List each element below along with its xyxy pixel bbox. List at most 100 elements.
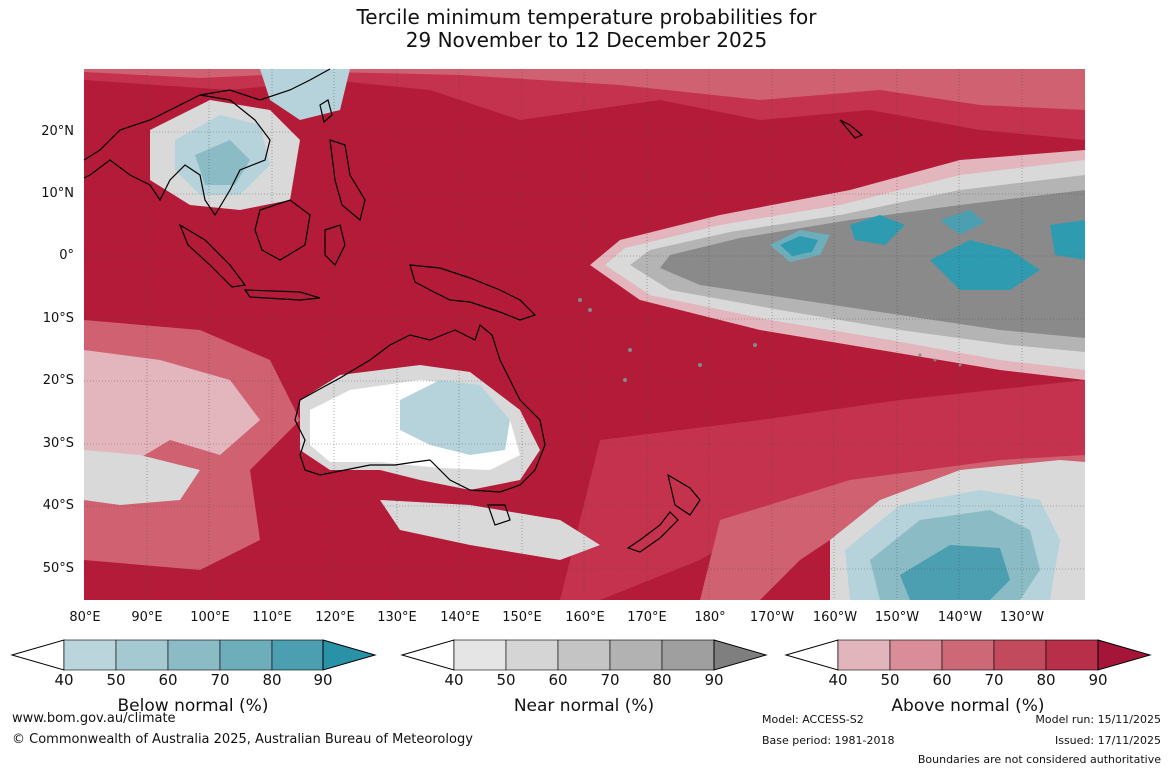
colorbar-near-tick-50: 50	[496, 671, 516, 689]
new-zealand-north-coastline	[667, 473, 701, 516]
lon-label-140e: 140°E	[440, 610, 480, 625]
colorbar-above-tick-50: 50	[880, 671, 900, 689]
lon-label-180: 180°	[694, 610, 726, 625]
boundaries-disclaimer: Boundaries are not considered authoritat…	[917, 753, 1161, 766]
lon-label-150e: 150°E	[502, 610, 542, 625]
near-normal-dark-band	[660, 190, 1085, 338]
colorbar-near-tick-60: 60	[548, 671, 568, 689]
colorbar-below-tick-70: 70	[210, 671, 230, 689]
lon-label-160e: 160°E	[565, 610, 605, 625]
taiwan-coastline	[319, 99, 333, 124]
borneo-coastline	[254, 199, 311, 261]
colorbar-above-tick-70: 70	[984, 671, 1004, 689]
colorbar-above	[784, 639, 1152, 671]
philippines-coastline	[329, 139, 366, 222]
lat-label-50s: 50°S	[42, 561, 74, 576]
near-normal-west-1	[84, 450, 200, 505]
graticule	[84, 69, 1085, 600]
lon-label-100e: 100°E	[190, 610, 230, 625]
colorbar-below-tick-60: 60	[158, 671, 178, 689]
colorbar-below-50-60	[115, 639, 169, 671]
colorbar-above-caption: Above normal (%)	[891, 696, 1045, 716]
lon-label-110e: 110°E	[252, 610, 292, 625]
below-normal-china-coast	[260, 69, 350, 120]
below-normal-australia	[400, 380, 510, 455]
probability-map	[84, 69, 1085, 600]
lat-label-20n: 20°N	[41, 124, 74, 139]
colorbar-below	[10, 639, 377, 671]
seasia-coastline	[83, 94, 271, 217]
below-normal-patch-4	[1050, 220, 1085, 260]
website-link[interactable]: www.bom.gov.au/climate	[12, 711, 176, 726]
lon-label-120e: 120°E	[315, 610, 355, 625]
lat-label-0: 0°	[59, 248, 74, 263]
lon-label-170w: 170°W	[749, 610, 795, 625]
colorbar-near	[400, 639, 768, 671]
chart-title-line-1: Tercile minimum temperature probabilitie…	[356, 5, 817, 29]
colorbar-above-tick-60: 60	[932, 671, 952, 689]
colorbar-near-70-80	[609, 639, 663, 671]
below-normal-patch-5	[940, 210, 985, 235]
model-run-date: Model run: 15/11/2025	[1035, 713, 1161, 726]
colorbar-near-caption: Near normal (%)	[513, 696, 655, 716]
model-name: Model: ACCESS-S2	[762, 713, 864, 726]
below-normal-patch-3	[930, 240, 1040, 290]
issued-date: Issued: 17/11/2025	[1054, 734, 1161, 747]
colorbar-near-40-50	[453, 639, 507, 671]
colorbar-near-tick-70: 70	[600, 671, 620, 689]
above-50-region-west	[84, 350, 260, 470]
base-period: Base period: 1981-2018	[762, 734, 895, 747]
tasmania-coastline	[487, 504, 511, 526]
lon-label-130w: 130°W	[999, 610, 1045, 625]
lon-label-160w: 160°W	[812, 610, 858, 625]
near-normal-south-1	[380, 500, 600, 560]
pacific-islands	[578, 298, 962, 382]
copyright-text: © Commonwealth of Australia 2025, Austra…	[12, 732, 473, 747]
below-normal-southeast-dark	[900, 545, 1010, 600]
colorbar-below-tick-90: 90	[313, 671, 333, 689]
lon-label-140w: 140°W	[937, 610, 983, 625]
colorbar-below-extend-high	[322, 639, 377, 671]
new-guinea-coastline	[409, 264, 537, 321]
hawaii-coastline	[839, 119, 864, 139]
java-coastline	[243, 289, 321, 301]
lon-label-80e: 80°E	[69, 610, 101, 625]
lat-label-10n: 10°N	[41, 186, 74, 201]
colorbar-above-tick-40: 40	[828, 671, 848, 689]
lat-label-30s: 30°S	[42, 436, 74, 451]
lon-label-130e: 130°E	[377, 610, 417, 625]
colorbar-below-70-80	[219, 639, 273, 671]
colorbar-above-50-60	[889, 639, 943, 671]
colorbar-near-60-70	[557, 639, 611, 671]
colorbar-near-tick-40: 40	[444, 671, 464, 689]
colorbar-above-70-80	[993, 639, 1047, 671]
chart-title-line-2: 29 November to 12 December 2025	[405, 28, 768, 52]
lon-label-90e: 90°E	[131, 610, 163, 625]
new-zealand-south-coastline	[626, 511, 679, 553]
colorbar-above-60-70	[941, 639, 995, 671]
colorbar-below-tick-40: 40	[54, 671, 74, 689]
lon-label-170e: 170°E	[627, 610, 667, 625]
sulawesi-coastline	[324, 224, 346, 267]
below-normal-patch-1b	[780, 236, 818, 256]
colorbar-near-tick-90: 90	[704, 671, 724, 689]
sumatra-coastline	[178, 223, 247, 288]
china-coastline	[199, 68, 331, 101]
lat-label-10s: 10°S	[42, 311, 74, 326]
colorbar-above-40-50	[837, 639, 891, 671]
colorbar-below-extend-low	[10, 639, 65, 671]
colorbar-below-tick-80: 80	[262, 671, 282, 689]
colorbar-above-80-90	[1045, 639, 1099, 671]
coastlines	[83, 68, 864, 553]
colorbar-below-tick-50: 50	[106, 671, 126, 689]
colorbar-above-extend-high	[1097, 639, 1152, 671]
colorbar-near-50-60	[505, 639, 559, 671]
colorbar-above-extend-low	[784, 639, 839, 671]
colorbar-above-tick-90: 90	[1088, 671, 1108, 689]
colorbar-below-80-90	[271, 639, 324, 671]
colorbar-above-tick-80: 80	[1036, 671, 1056, 689]
lat-label-20s: 20°S	[42, 373, 74, 388]
below-normal-seasia-dark	[195, 140, 250, 185]
australia-coastline	[294, 323, 546, 493]
